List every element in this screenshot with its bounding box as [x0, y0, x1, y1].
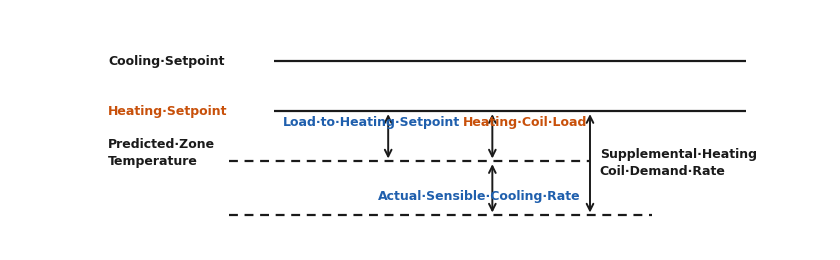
Text: Actual·Sensible·Cooling·Rate: Actual·Sensible·Cooling·Rate [378, 190, 580, 203]
Text: Heating·Coil·Load: Heating·Coil·Load [463, 116, 587, 129]
Text: Cooling·Setpoint: Cooling·Setpoint [108, 55, 225, 68]
Text: Predicted·Zone
Temperature: Predicted·Zone Temperature [108, 138, 215, 168]
Text: Supplemental·Heating
Coil·Demand·Rate: Supplemental·Heating Coil·Demand·Rate [600, 148, 757, 178]
Text: Heating·Setpoint: Heating·Setpoint [108, 105, 228, 118]
Text: Load·to·Heating·Setpoint: Load·to·Heating·Setpoint [283, 116, 460, 129]
